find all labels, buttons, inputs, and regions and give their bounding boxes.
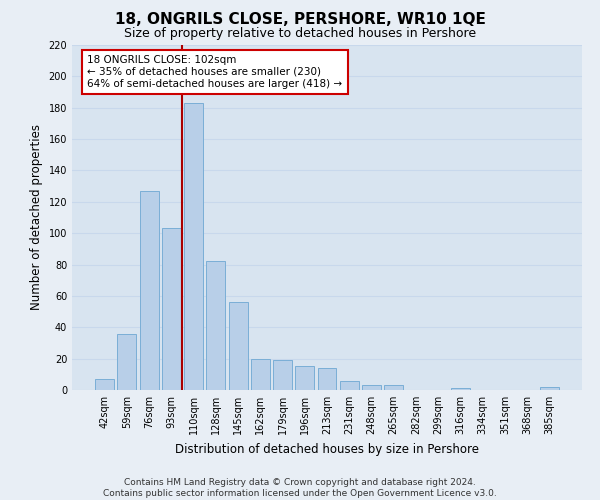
Text: Size of property relative to detached houses in Pershore: Size of property relative to detached ho… (124, 28, 476, 40)
X-axis label: Distribution of detached houses by size in Pershore: Distribution of detached houses by size … (175, 442, 479, 456)
Text: 18 ONGRILS CLOSE: 102sqm
← 35% of detached houses are smaller (230)
64% of semi-: 18 ONGRILS CLOSE: 102sqm ← 35% of detach… (88, 56, 343, 88)
Bar (206, 262, 225, 390)
Bar (273, 360, 292, 390)
Bar (340, 380, 359, 390)
Bar (295, 366, 314, 390)
Y-axis label: Number of detached properties: Number of detached properties (30, 124, 43, 310)
Bar (118, 334, 136, 390)
Bar (251, 358, 270, 390)
Bar (184, 103, 203, 390)
Bar (384, 386, 403, 390)
Bar (162, 228, 181, 390)
Text: 18, ONGRILS CLOSE, PERSHORE, WR10 1QE: 18, ONGRILS CLOSE, PERSHORE, WR10 1QE (115, 12, 485, 28)
Bar (140, 191, 158, 390)
Bar (317, 368, 337, 390)
Bar (229, 302, 248, 390)
Text: Contains HM Land Registry data © Crown copyright and database right 2024.
Contai: Contains HM Land Registry data © Crown c… (103, 478, 497, 498)
Bar (540, 387, 559, 390)
Bar (95, 379, 114, 390)
Bar (451, 388, 470, 390)
Bar (362, 386, 381, 390)
